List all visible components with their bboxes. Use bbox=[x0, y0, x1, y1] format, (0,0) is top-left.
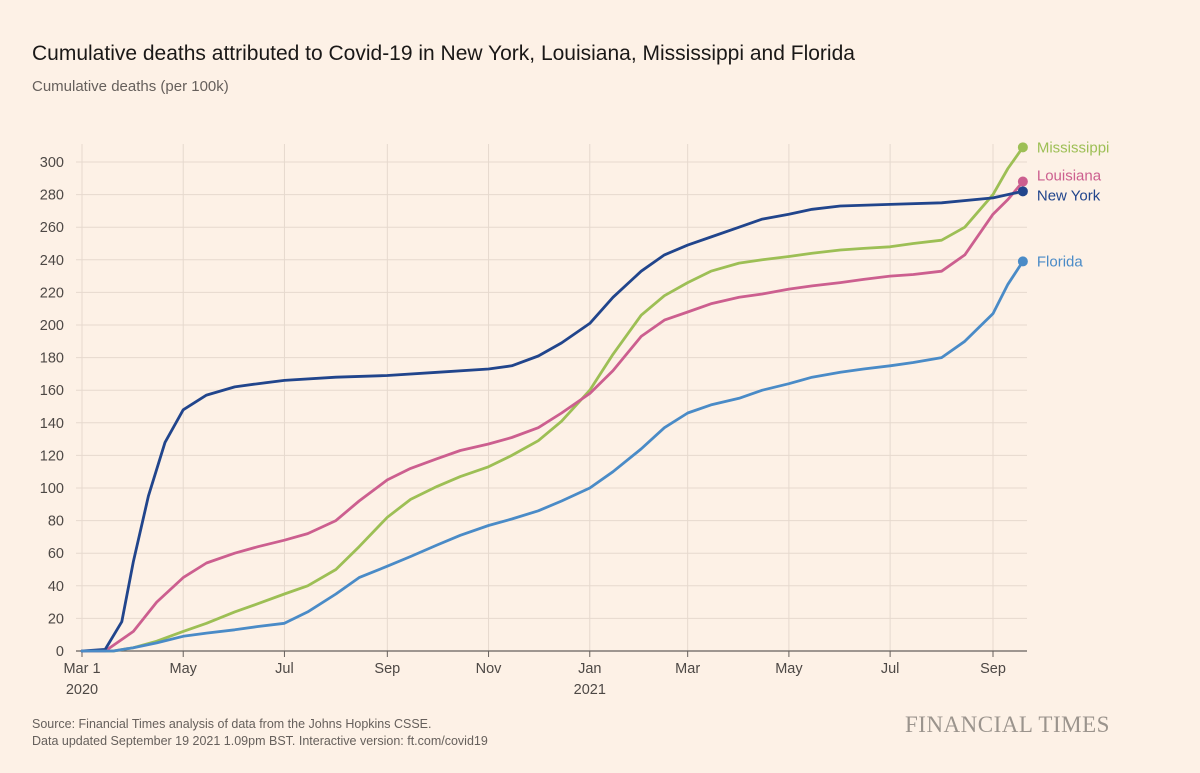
y-tick-label: 180 bbox=[40, 351, 64, 367]
x-tick-label: Jul bbox=[881, 661, 900, 677]
y-axis: 0 20 40 60 80 100 120 140 160 180 200 220 240 260 280 3… bbox=[40, 155, 64, 660]
y-tick-label: 80 bbox=[48, 514, 64, 530]
series-end-dot-florida bbox=[1017, 256, 1028, 267]
y-tick-label: 160 bbox=[40, 383, 64, 399]
x-tick-label: Mar bbox=[675, 661, 700, 677]
footer: Source: Financial Times analysis of data… bbox=[32, 716, 488, 750]
y-tick-label: 200 bbox=[40, 318, 64, 334]
x-tick-label: Sep bbox=[374, 661, 400, 677]
x-axis: Mar 1 2020 May Jul Sep Nov Jan 2021 Mar May Jul Sep bbox=[63, 650, 1027, 698]
x-tick-label: Nov bbox=[476, 661, 503, 677]
update-note: Data updated September 19 2021 1.09pm BS… bbox=[32, 734, 488, 748]
series-label-new-york: New York bbox=[1037, 187, 1101, 204]
series-label-mississippi: Mississippi bbox=[1037, 139, 1110, 156]
ft-logo: FINANCIAL TIMES bbox=[905, 712, 1110, 737]
series-line-new-york bbox=[80, 189, 1025, 653]
x-tick-label: Sep bbox=[980, 661, 1006, 677]
chart-title: Cumulative deaths attributed to Covid-19… bbox=[32, 42, 855, 65]
y-tick-label: 0 bbox=[56, 644, 64, 660]
x-tick-label: May bbox=[775, 661, 803, 677]
x-tick-sublabel: 2021 bbox=[574, 682, 606, 698]
y-tick-label: 140 bbox=[40, 416, 64, 432]
x-tick-label: May bbox=[170, 661, 198, 677]
x-tick-label: Jan bbox=[578, 661, 601, 677]
series-end-dot-mississippi bbox=[1017, 142, 1028, 153]
y-tick-label: 120 bbox=[40, 448, 64, 464]
y-tick-label: 60 bbox=[48, 546, 64, 562]
series-labels: Mississippi Louisiana New York Florida bbox=[1037, 139, 1110, 270]
series-line-mississippi bbox=[80, 145, 1025, 653]
x-tick-sublabel: 2020 bbox=[66, 682, 98, 698]
y-tick-label: 40 bbox=[48, 579, 64, 595]
y-tick-label: 280 bbox=[40, 188, 64, 204]
y-tick-label: 240 bbox=[40, 253, 64, 269]
y-tick-label: 220 bbox=[40, 285, 64, 301]
grid bbox=[76, 144, 1027, 651]
series-end-dot-louisiana bbox=[1017, 176, 1028, 187]
source-note: Source: Financial Times analysis of data… bbox=[32, 717, 432, 731]
series-line-louisiana bbox=[80, 180, 1025, 653]
series-end-dot-new-york bbox=[1017, 186, 1028, 197]
y-tick-label: 100 bbox=[40, 481, 64, 497]
y-tick-label: 20 bbox=[48, 611, 64, 627]
x-tick-label: Jul bbox=[275, 661, 294, 677]
chart-subtitle: Cumulative deaths (per 100k) bbox=[32, 78, 229, 95]
y-tick-label: 260 bbox=[40, 220, 64, 236]
y-tick-label: 300 bbox=[40, 155, 64, 171]
series-line-florida bbox=[80, 260, 1025, 653]
series-label-louisiana: Louisiana bbox=[1037, 168, 1102, 185]
series-label-florida: Florida bbox=[1037, 253, 1084, 270]
x-tick-label: Mar 1 bbox=[63, 661, 100, 677]
series-lines bbox=[80, 142, 1028, 653]
